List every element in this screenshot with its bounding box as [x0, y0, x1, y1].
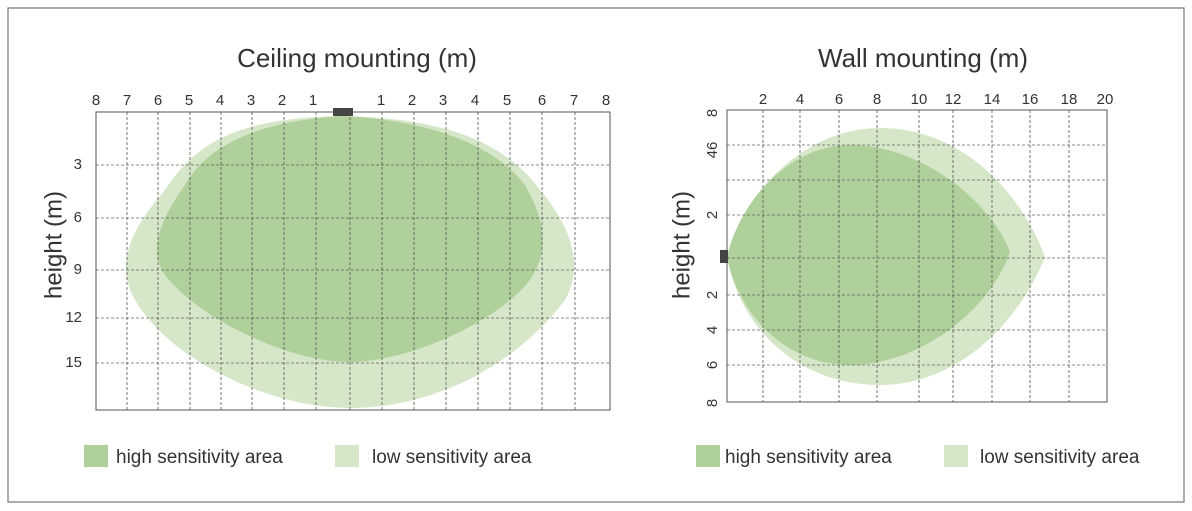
x-tick-label: 3 — [247, 92, 255, 109]
panel-title: Wall mounting (m) — [818, 43, 1028, 73]
x-tick-label: 14 — [984, 91, 1001, 108]
x-tick-label: 5 — [185, 92, 193, 109]
x-tick-label: 8 — [602, 92, 610, 109]
x-tick-label: 5 — [503, 92, 511, 109]
x-tick-label: 1 — [377, 92, 385, 109]
legend-swatch — [84, 445, 108, 467]
y-tick-label: 6 — [704, 361, 721, 369]
x-tick-label: 3 — [439, 92, 447, 109]
y-tick-label: 8 — [704, 399, 721, 407]
x-tick-label: 1 — [309, 92, 317, 109]
high-sensitivity-area — [727, 145, 1010, 365]
x-tick-label: 6 — [538, 92, 546, 109]
panel-title: Ceiling mounting (m) — [237, 43, 477, 73]
sensor — [720, 250, 728, 263]
x-tick-label: 16 — [1022, 91, 1039, 108]
x-tick-label: 2 — [759, 91, 767, 108]
y-tick-label: 15 — [65, 354, 82, 371]
legend-label: low sensitivity area — [980, 447, 1140, 468]
x-tick-label: 4 — [796, 91, 804, 108]
x-tick-label: 6 — [835, 91, 843, 108]
x-tick-label: 10 — [911, 91, 928, 108]
legend-swatch — [696, 445, 720, 467]
x-tick-label: 20 — [1097, 91, 1114, 108]
labels: Ceiling mounting (m)height (m)8 7 6 5 4 3 2 1 1 2… — [40, 43, 1140, 468]
y-tick-label: 46 — [704, 142, 721, 159]
y-tick-label: 4 — [704, 326, 721, 334]
legend-swatch — [944, 445, 968, 467]
x-tick-label: 18 — [1061, 91, 1078, 108]
x-tick-label: 4 — [216, 92, 224, 109]
x-tick-label: 12 — [945, 91, 962, 108]
y-axis-label: height (m) — [668, 191, 695, 299]
x-tick-label: 6 — [154, 92, 162, 109]
y-tick-label: 2 — [704, 211, 721, 219]
y-tick-label: 12 — [65, 309, 82, 326]
frame — [7, 7, 1185, 503]
x-tick-label: 4 — [471, 92, 479, 109]
y-axis-label: height (m) — [40, 191, 67, 299]
x-tick-label: 2 — [278, 92, 286, 109]
sensor — [333, 108, 353, 116]
x-tick-label: 7 — [570, 92, 578, 109]
legend-label: high sensitivity area — [725, 447, 892, 468]
legend-label: low sensitivity area — [372, 447, 532, 468]
x-tick-label: 2 — [408, 92, 416, 109]
y-tick-label: 8 — [704, 109, 721, 117]
x-tick-label: 7 — [123, 92, 131, 109]
y-tick-label: 2 — [704, 291, 721, 299]
x-tick-label: 8 — [92, 92, 100, 109]
y-tick-label: 6 — [74, 209, 82, 226]
y-tick-label: 3 — [74, 156, 82, 173]
y-tick-label: 9 — [74, 261, 82, 278]
legend-label: high sensitivity area — [116, 447, 283, 468]
x-tick-label: 8 — [873, 91, 881, 108]
legend-swatch — [335, 445, 359, 467]
